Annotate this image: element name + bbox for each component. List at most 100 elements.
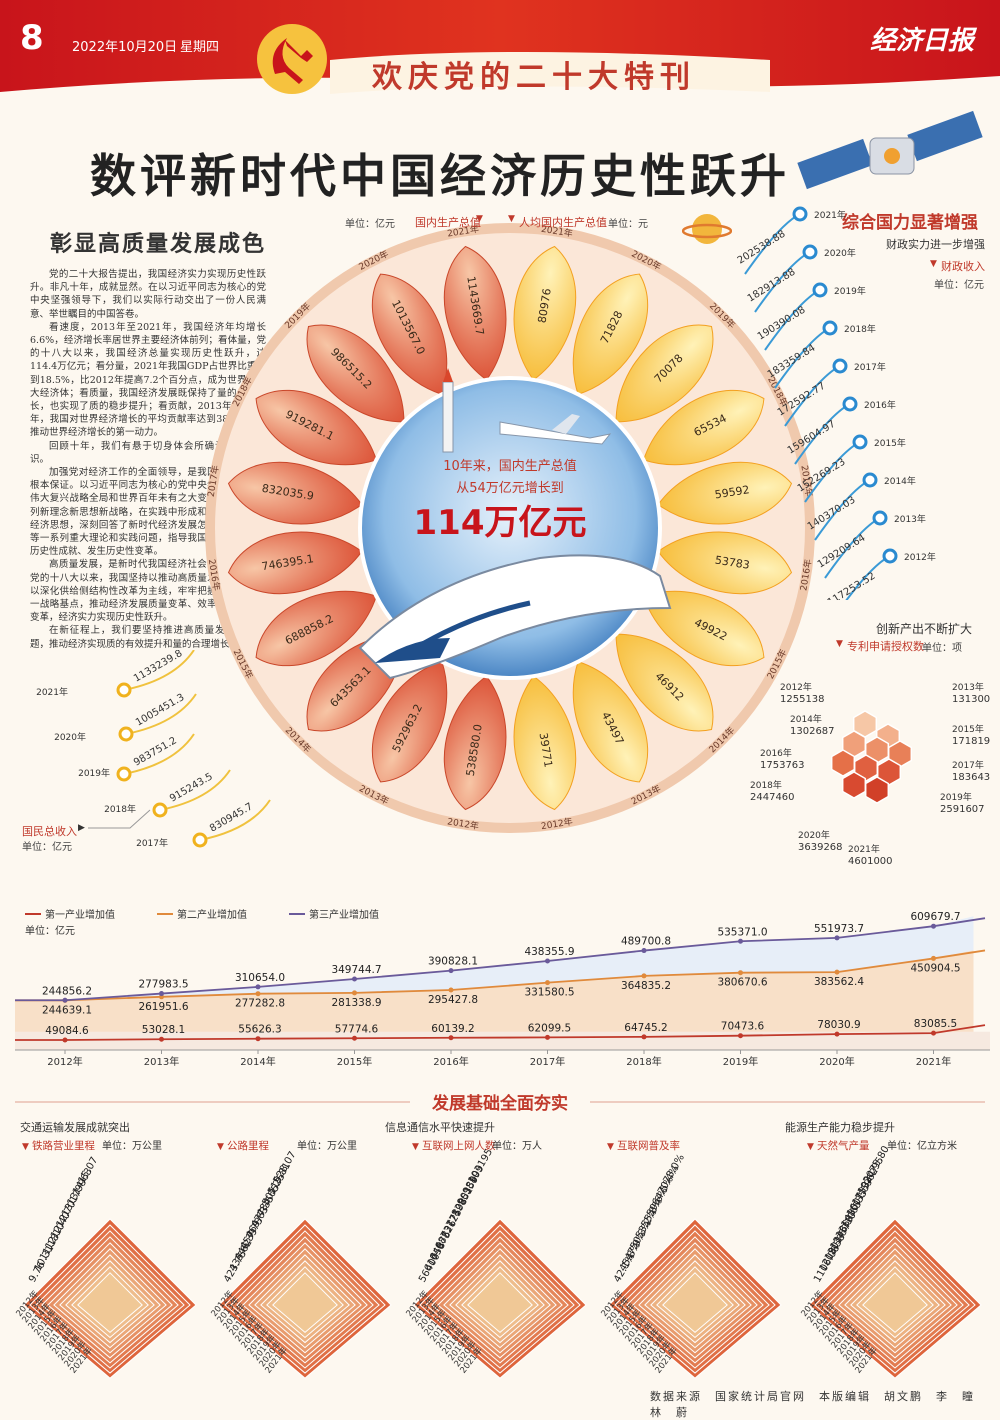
- series-point: [352, 990, 357, 996]
- series-data-label: 438355.9: [524, 946, 574, 958]
- national-income-dot: [152, 802, 168, 818]
- national-income-stem: [125, 693, 197, 735]
- series-point: [641, 948, 647, 954]
- series-point: [159, 991, 164, 997]
- legend-entry: 第一产业增加值: [45, 908, 115, 921]
- foundation-diamond-layer: [272, 1272, 338, 1334]
- rocket-icon: [442, 368, 454, 453]
- fiscal-value: 159604.97: [786, 419, 838, 457]
- fiscal-value: 182913.88: [746, 267, 798, 305]
- series-data-label: 489700.8: [621, 936, 671, 948]
- series-point: [738, 938, 743, 944]
- airplane-icon: [499, 414, 612, 445]
- foundation-diamond-layer: [862, 1272, 928, 1334]
- fiscal-dot: [842, 396, 858, 412]
- fiscal-unit: 单位：亿元: [934, 280, 984, 291]
- series-point: [352, 1035, 357, 1041]
- foundation-group-title: 信息通信水平快速提升: [385, 1120, 495, 1134]
- series-point: [931, 923, 936, 929]
- page-header: [0, 0, 1000, 108]
- series-line: [15, 949, 986, 1002]
- foundation-charts: 交通运输发展成就突出 信息通信水平快速提升 能源生产能力稳步提升▼ 铁路营业里程 单位：…: [14, 1120, 982, 1379]
- series-point: [255, 984, 261, 990]
- issue-date: 2022年10月20日: [72, 40, 178, 55]
- fiscal-value: 190390.08: [756, 305, 808, 343]
- per-capita-petal: [513, 675, 577, 811]
- foundation-value: 15.07: [77, 1155, 101, 1185]
- series-point: [62, 1037, 68, 1043]
- gdp-petal: [443, 245, 507, 381]
- fiscal-value: 183359.84: [766, 343, 818, 381]
- patent-year: 2017年: [952, 759, 984, 771]
- fiscal-value: 140370.03: [806, 495, 858, 533]
- fiscal-subheading: 财政实力进一步增强: [886, 238, 985, 251]
- gdp-petal: [255, 389, 377, 466]
- series-point: [159, 1036, 164, 1042]
- series-point: [62, 997, 68, 1003]
- page-number: 8: [20, 18, 44, 58]
- page-title: 数评新时代中国经济历史性跃升: [90, 149, 790, 203]
- patent-hex: [864, 776, 890, 804]
- national-income-dot: [116, 766, 132, 782]
- foundation-chart-unit: 单位：万人: [492, 1139, 542, 1152]
- x-tick-label: 2016年: [433, 1055, 468, 1068]
- fiscal-dot: [862, 472, 878, 488]
- patent-value: 1836434: [952, 772, 990, 783]
- per-capita-petal: [513, 245, 577, 381]
- national-income-dot: [118, 726, 134, 742]
- patent-year: 2019年: [940, 791, 972, 803]
- foundation-value: 103195: [467, 1147, 496, 1186]
- series-data-label: 331580.5: [524, 987, 574, 999]
- gdp-petal: [443, 675, 507, 811]
- series-data-label: 70473.6: [721, 1021, 765, 1033]
- series-point: [448, 1035, 454, 1041]
- national-income-year: 2017年: [136, 837, 168, 849]
- fiscal-title: 财政收入: [941, 260, 985, 273]
- patents-heading: 创新产出不断扩大: [876, 622, 973, 636]
- center-line-2: 从54万亿元增长到: [456, 481, 564, 496]
- patent-year: 2015年: [952, 723, 984, 735]
- fiscal-year: 2013年: [894, 513, 926, 525]
- fiscal-year: 2021年: [814, 209, 846, 221]
- series-data-label: 383562.4: [814, 976, 864, 988]
- per-capita-petal: [657, 531, 793, 595]
- national-income-stem: [123, 733, 195, 775]
- per-capita-petal-value: 53783: [714, 554, 751, 572]
- series-data-label: 62099.5: [528, 1022, 571, 1034]
- foundation-marker-icon: ▼: [217, 1142, 224, 1152]
- series-point: [545, 980, 550, 986]
- series-line: [15, 917, 986, 1002]
- per-capita-unit-label: 单位：元: [608, 219, 648, 230]
- series-data-label: 310654.0: [235, 972, 285, 984]
- article-heading: 彰显高质量发展成色: [50, 231, 267, 257]
- national-income-stem: [199, 799, 271, 841]
- foundation-chart-unit: 单位：亿立方米: [887, 1139, 957, 1152]
- x-tick-label: 2019年: [723, 1055, 758, 1068]
- series-point: [738, 1033, 743, 1039]
- gdp-petal: [227, 461, 363, 525]
- legend-entry: 第三产业增加值: [309, 908, 379, 921]
- fiscal-year: 2012年: [904, 551, 936, 563]
- patents-marker-icon: ▼: [836, 639, 843, 649]
- series-point: [545, 958, 550, 964]
- fiscal-year: 2017年: [854, 361, 886, 373]
- foundation-chart-title: 铁路营业里程: [32, 1139, 95, 1152]
- planet-icon: [682, 214, 732, 244]
- series-data-label: 78030.9: [817, 1019, 860, 1031]
- fiscal-revenue-chart: 202538.88 2021年 182913.88 2020年 190390.08 201…: [736, 206, 936, 600]
- x-tick-label: 2012年: [47, 1055, 82, 1068]
- foundation-chart-title: 公路里程: [227, 1139, 269, 1152]
- patent-year: 2020年: [798, 829, 830, 841]
- per-capita-petal: [643, 590, 765, 667]
- per-capita-title: 人均国内生产总值: [519, 216, 607, 229]
- series-data-label: 53028.1: [142, 1024, 185, 1036]
- party-emblem-icon: [257, 24, 327, 94]
- foundation-chart-title: 天然气产量: [817, 1139, 870, 1152]
- special-issue-title: 欢庆党的二十大特刊: [372, 60, 696, 95]
- patent-year: 2016年: [760, 747, 792, 759]
- gdp-unit-label: 单位：亿元: [345, 219, 395, 230]
- series-point: [255, 1036, 261, 1042]
- line-chart-unit: 单位：亿元: [25, 924, 75, 937]
- series-point: [352, 976, 357, 982]
